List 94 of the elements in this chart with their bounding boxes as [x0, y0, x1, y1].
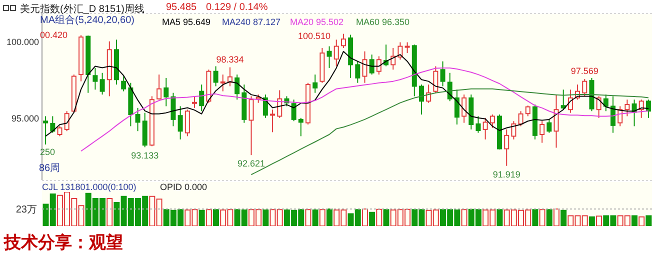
candlestick — [340, 33, 346, 48]
candlestick — [504, 128, 510, 166]
candlestick — [156, 74, 162, 100]
candlestick — [164, 77, 169, 107]
candlestick — [57, 126, 62, 137]
candlestick — [369, 54, 374, 76]
candlestick — [433, 66, 438, 94]
ref-line-label: 23万 — [16, 204, 37, 216]
bar — [546, 209, 552, 226]
annotation: 98.334 — [216, 54, 244, 64]
bar — [369, 212, 376, 226]
annotation: 97.569 — [570, 66, 598, 76]
candlestick — [362, 50, 368, 84]
bar — [262, 210, 269, 226]
candlestick — [220, 74, 226, 92]
candlestick — [582, 78, 588, 97]
candlestick — [596, 96, 602, 118]
candlestick — [376, 56, 382, 76]
candlestick — [178, 106, 183, 140]
candlestick — [511, 120, 516, 140]
text: 0.129 / 0.14% — [206, 2, 268, 14]
bar — [532, 209, 538, 226]
y-tick-label: 100.000 — [6, 36, 39, 47]
candlestick — [624, 99, 630, 117]
bar — [198, 210, 205, 226]
bar — [646, 215, 652, 226]
candlestick — [540, 120, 545, 144]
annotation: 92.621 — [237, 158, 266, 168]
candlestick — [192, 96, 198, 108]
candlestick — [482, 117, 488, 140]
candlestick — [476, 116, 481, 134]
bar — [326, 208, 332, 226]
candlestick — [92, 67, 98, 90]
bar — [213, 209, 220, 226]
candlestick — [418, 84, 424, 116]
candlestick — [184, 109, 190, 137]
candlestick — [170, 92, 176, 127]
text: MA5 95.649 — [162, 16, 211, 28]
annotation: 00.420 — [40, 29, 68, 41]
candlestick — [270, 109, 276, 133]
candlestick — [326, 46, 332, 68]
candlestick — [291, 99, 296, 122]
annotation: MA240 87.127 — [222, 16, 281, 28]
bar — [632, 215, 638, 226]
candlestick — [603, 94, 608, 112]
annotation: 93.133 — [131, 150, 159, 161]
chart-title: 美元指数(外汇_D 8151)周线 — [20, 2, 144, 15]
text: MA20 95.502 — [290, 16, 344, 28]
annotation: CJL 131801.000(0:100) — [42, 182, 136, 193]
candlestick — [554, 94, 559, 148]
candlestick — [248, 96, 254, 156]
candlestick — [199, 84, 204, 112]
annotation: 250 — [40, 146, 56, 158]
bar — [588, 216, 595, 226]
candlestick — [546, 118, 552, 134]
candlestick — [518, 110, 524, 127]
text: MA60 96.350 — [356, 16, 410, 28]
annotation: 100.510 — [298, 30, 331, 42]
candlestick — [490, 114, 495, 128]
candlestick — [43, 116, 48, 145]
text: 技术分享：观望 — [4, 232, 123, 254]
candlestick — [50, 116, 56, 134]
candlestick — [298, 117, 304, 137]
candlestick — [355, 60, 360, 84]
candlestick — [440, 60, 446, 87]
candlestick — [142, 112, 148, 148]
candlestick — [213, 66, 218, 87]
candlestick — [334, 39, 339, 67]
annotation: MA组合(5,240,20,60) — [40, 15, 134, 27]
candlestick — [64, 110, 70, 132]
bar — [496, 209, 503, 226]
candlestick — [568, 89, 573, 114]
candlestick — [121, 76, 126, 92]
candlestick — [638, 99, 644, 118]
candlestick — [312, 74, 318, 94]
candlestick — [646, 99, 651, 118]
annotation: 86周 — [39, 163, 60, 175]
candlestick — [100, 72, 105, 96]
bar — [560, 210, 567, 226]
bar — [312, 210, 318, 226]
candlestick — [135, 107, 140, 132]
text: 95.485 — [166, 2, 197, 14]
candlestick — [234, 74, 240, 100]
candlestick — [454, 89, 460, 126]
candlestick — [525, 105, 530, 117]
candlestick — [404, 42, 410, 54]
y-tick-label: 95.000 — [11, 114, 39, 124]
bar — [383, 209, 390, 226]
candlestick — [560, 89, 566, 110]
annotation: OPID 0.000 — [160, 182, 208, 193]
candlestick — [447, 72, 452, 102]
candlestick — [610, 96, 616, 134]
candlestick — [462, 94, 467, 124]
annotation: 91.919 — [492, 169, 520, 180]
